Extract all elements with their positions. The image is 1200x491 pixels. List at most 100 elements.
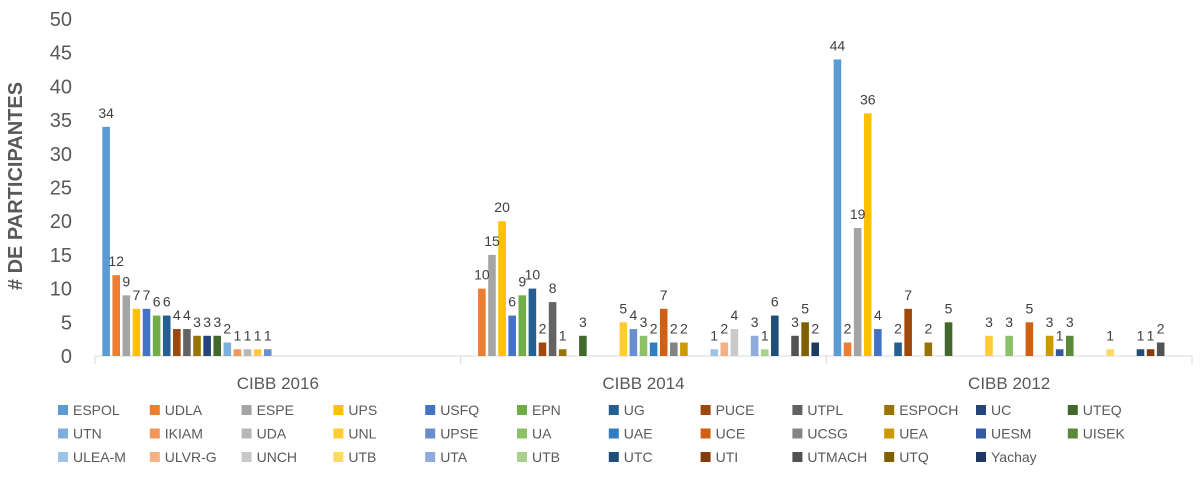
legend-label: UEA	[899, 426, 928, 442]
bar	[985, 335, 993, 356]
data-label: 1	[234, 327, 242, 343]
data-label: 3	[1005, 314, 1013, 330]
legend-label: UAE	[624, 426, 653, 442]
legend: ESPOL UDLA ESPE UPS USFQ EPN UG PUCE UTPL ESPOCH U…	[58, 402, 1125, 465]
y-tick-label: 20	[50, 211, 72, 233]
data-label: 12	[108, 253, 124, 269]
data-label: 2	[1157, 321, 1165, 337]
bar	[183, 329, 191, 356]
legend-label: ULVR-G	[165, 449, 217, 465]
bar	[253, 349, 262, 356]
legend-swatch	[792, 428, 803, 439]
legend-swatch	[608, 428, 619, 439]
data-label: 2	[680, 321, 688, 337]
y-tick-label: 40	[50, 76, 72, 98]
bar	[649, 342, 658, 356]
data-label: 4	[731, 307, 739, 323]
bar	[102, 126, 110, 356]
legend-label: ESPOCH	[899, 402, 958, 418]
legend-label: UTB	[348, 449, 376, 465]
data-label: 1	[244, 327, 252, 343]
data-label: 4	[630, 307, 638, 323]
data-label: 1	[1147, 327, 1155, 343]
legend-label: UISEK	[1083, 426, 1126, 442]
bar	[791, 335, 799, 356]
legend-label: IKIAM	[165, 426, 203, 442]
legend-label: UDA	[257, 426, 287, 442]
data-label: 2	[894, 321, 902, 337]
bar	[863, 113, 872, 356]
legend-label: UTI	[716, 449, 739, 465]
legend-label: USFQ	[440, 402, 479, 418]
legend-label: EPN	[532, 402, 561, 418]
data-label: 20	[494, 199, 510, 215]
legend-label: ULEA-M	[73, 449, 126, 465]
data-label: 2	[539, 321, 547, 337]
data-label: 4	[173, 307, 181, 323]
legend-label: UDLA	[165, 402, 203, 418]
legend-label: ESPE	[257, 402, 294, 418]
bar	[680, 342, 688, 356]
legend-swatch	[517, 428, 527, 439]
data-label: 3	[213, 314, 221, 330]
legend-swatch	[976, 428, 986, 439]
y-tick-label: 50	[50, 9, 72, 31]
legend-label: UTPL	[807, 402, 843, 418]
bar	[538, 342, 547, 356]
data-label: 5	[1025, 300, 1033, 316]
data-label: 1	[1056, 327, 1064, 343]
bar	[152, 315, 161, 356]
bar	[558, 349, 567, 356]
bar	[720, 342, 729, 356]
legend-swatch	[425, 428, 436, 439]
bar	[629, 329, 638, 356]
data-label: 9	[518, 273, 526, 289]
bar	[801, 322, 809, 356]
legend-label: UTB	[532, 449, 560, 465]
legend-label: UNL	[348, 426, 376, 442]
data-label: 3	[985, 314, 993, 330]
bar	[1156, 342, 1165, 356]
x-tick-label: CIBB 2016	[237, 374, 319, 393]
bar	[112, 275, 121, 356]
bar	[162, 315, 171, 356]
bar	[619, 322, 628, 356]
legend-label: ESPOL	[73, 402, 120, 418]
bar	[874, 329, 882, 356]
bar	[1146, 349, 1155, 356]
legend-swatch	[792, 452, 803, 462]
bar	[132, 308, 141, 356]
legend-swatch	[517, 405, 527, 415]
data-label: 1	[254, 327, 262, 343]
legend-label: UTEQ	[1083, 402, 1122, 418]
data-label: 1	[559, 327, 567, 343]
y-tick-label: 25	[50, 178, 72, 200]
y-tick-label: 30	[50, 144, 72, 166]
legend-swatch	[608, 405, 619, 415]
legend-label: UTN	[73, 426, 102, 442]
bar	[173, 329, 181, 356]
bar	[833, 59, 842, 356]
x-tick-label: CIBB 2012	[968, 374, 1050, 393]
legend-swatch	[976, 405, 986, 415]
data-label: 6	[163, 294, 171, 310]
data-label: 7	[143, 287, 151, 303]
legend-label: UTA	[440, 449, 468, 465]
bar	[1065, 335, 1074, 356]
data-label: 5	[945, 300, 953, 316]
bar	[478, 288, 486, 356]
bar	[1055, 349, 1064, 356]
data-label: 5	[619, 300, 627, 316]
bar	[223, 342, 232, 356]
bar	[1025, 322, 1034, 356]
legend-swatch	[333, 452, 344, 462]
data-label: 6	[771, 294, 779, 310]
data-label: 7	[133, 287, 141, 303]
bar	[659, 308, 668, 356]
bar	[548, 302, 557, 356]
data-label: 2	[223, 321, 231, 337]
legend-swatch	[700, 405, 711, 415]
data-label: 8	[549, 280, 557, 296]
